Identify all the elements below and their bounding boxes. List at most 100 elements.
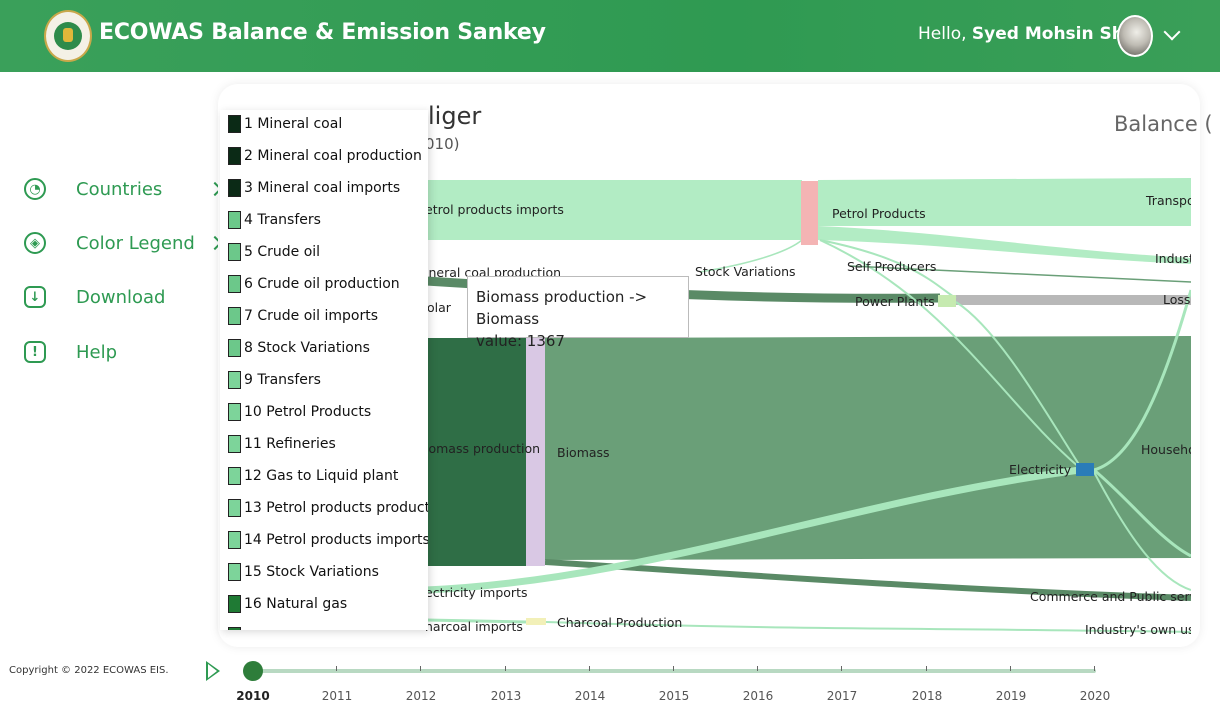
sidebar-item-label: Download — [76, 287, 166, 308]
slider-tick — [841, 666, 842, 671]
greeting-prefix: Hello, — [918, 24, 972, 44]
year-label-2019[interactable]: 2019 — [995, 689, 1027, 703]
slider-tick — [1010, 666, 1011, 671]
legend-swatch — [228, 627, 241, 630]
year-slider-track[interactable] — [250, 669, 1096, 673]
sankey-tooltip: Biomass production -> Biomass value: 136… — [467, 276, 689, 350]
year-label-2016[interactable]: 2016 — [742, 689, 774, 703]
sankey-label: Biomass — [557, 445, 610, 460]
legend-swatch — [228, 339, 241, 357]
flow-petrol-industry[interactable] — [818, 226, 1191, 264]
legend-item[interactable]: 11 Refineries — [228, 434, 336, 454]
legend-label: 13 Petrol products production — [244, 500, 428, 516]
sidebar-item-label: Help — [76, 342, 118, 363]
year-label-2018[interactable]: 2018 — [911, 689, 943, 703]
sidebar-item-download[interactable]: ↓ Download — [24, 282, 165, 312]
year-label-2020[interactable]: 2020 — [1079, 689, 1111, 703]
flow-electricity-household[interactable] — [1093, 468, 1191, 558]
legend-item[interactable]: 6 Crude oil production — [228, 274, 400, 294]
flow-electricity-industry[interactable] — [1093, 289, 1191, 472]
year-subtitle: 010) — [425, 135, 460, 153]
legend-swatch — [228, 371, 241, 389]
user-greeting: Hello, Syed Mohsin Shah — [918, 24, 1147, 44]
year-label-2017[interactable]: 2017 — [826, 689, 858, 703]
sankey-label: Transpo — [1145, 193, 1195, 208]
node-power-plants[interactable] — [938, 295, 956, 307]
sankey-label: Househol — [1141, 442, 1199, 457]
legend-item[interactable]: 8 Stock Variations — [228, 338, 370, 358]
sankey-label: Self Producers — [847, 259, 936, 274]
legend-label: 9 Transfers — [244, 372, 321, 388]
flow-petrol-imports[interactable] — [420, 180, 802, 240]
flow-stockvar[interactable] — [699, 239, 803, 273]
flow-biomass-production[interactable] — [420, 338, 526, 566]
legend-swatch — [228, 211, 241, 229]
legend-swatch — [228, 275, 241, 293]
sidebar-item-countries[interactable]: ◔ Countries — [24, 174, 223, 204]
legend-item[interactable]: 16 Natural gas — [228, 594, 347, 614]
sankey-label: ectricity imports — [425, 585, 527, 600]
flow-charcoal-imports[interactable] — [425, 618, 527, 624]
year-label-2012[interactable]: 2012 — [405, 689, 437, 703]
legend-label: 7 Crude oil imports — [244, 308, 379, 324]
slider-tick — [336, 666, 337, 671]
color-legend-dropdown[interactable]: 1 Mineral coal 2 Mineral coal production… — [220, 110, 428, 630]
legend-item[interactable]: 13 Petrol products production — [228, 498, 428, 518]
legend-item[interactable]: 7 Crude oil imports — [228, 306, 378, 326]
slider-tick — [420, 666, 421, 671]
node-petrol-products[interactable] — [801, 181, 818, 245]
slider-tick — [505, 666, 506, 671]
legend-item[interactable]: 5 Crude oil — [228, 242, 320, 262]
flow-biomass-commerce[interactable] — [544, 559, 1191, 601]
flow-petrol-electricity[interactable] — [819, 239, 1081, 469]
flow-petrol-transport[interactable] — [818, 178, 1191, 226]
legend-item[interactable]: 10 Petrol Products — [228, 402, 371, 422]
sankey-label: Electricity — [1009, 462, 1072, 477]
flow-electricity-imports[interactable] — [425, 466, 1081, 594]
legend-item[interactable]: 1 Mineral coal — [228, 114, 342, 134]
year-label-2014[interactable]: 2014 — [574, 689, 606, 703]
sidebar-item-help[interactable]: ! Help — [24, 337, 117, 367]
sidebar-item-label: Color Legend — [76, 233, 195, 254]
legend-item[interactable]: 14 Petrol products imports — [228, 530, 428, 550]
flow-biomass-household[interactable] — [545, 336, 1191, 560]
legend-label: 5 Crude oil — [244, 244, 321, 260]
node-electricity[interactable] — [1076, 463, 1094, 476]
legend-item[interactable]: 15 Stock Variations — [228, 562, 379, 582]
legend-item[interactable]: 2 Mineral coal production — [228, 146, 422, 166]
year-label-2011[interactable]: 2011 — [321, 689, 353, 703]
node-charcoal[interactable] — [526, 618, 546, 625]
legend-swatch — [228, 243, 241, 261]
legend-item[interactable]: 9 Transfers — [228, 370, 321, 390]
legend-item[interactable]: 4 Transfers — [228, 210, 321, 230]
legend-swatch — [228, 307, 241, 325]
app-header: ECOWAS Balance & Emission Sankey Hello, … — [0, 0, 1220, 72]
legend-swatch — [228, 595, 241, 613]
year-slider-thumb[interactable] — [243, 661, 263, 681]
year-label-2013[interactable]: 2013 — [490, 689, 522, 703]
flow-selfproducers[interactable] — [849, 265, 1191, 283]
legend-swatch — [228, 403, 241, 421]
flow-petrol-powerplants[interactable] — [819, 239, 957, 299]
legend-label: 3 Mineral coal imports — [244, 180, 401, 196]
slider-tick — [926, 666, 927, 671]
sidebar-item-color-legend[interactable]: ◈ Color Legend — [24, 228, 223, 258]
download-icon: ↓ — [24, 286, 46, 308]
flow-charcoal[interactable] — [545, 621, 1191, 633]
year-label-2015[interactable]: 2015 — [658, 689, 690, 703]
legend-swatch — [228, 563, 241, 581]
node-biomass[interactable] — [526, 338, 545, 566]
slider-tick — [757, 666, 758, 671]
legend-item[interactable]: 12 Gas to Liquid plant — [228, 466, 398, 486]
avatar[interactable] — [1117, 15, 1153, 57]
flow-electricity-commerce[interactable] — [1093, 471, 1191, 591]
flow-powerplants-electricity[interactable] — [955, 301, 1081, 467]
play-icon[interactable] — [206, 661, 220, 681]
sankey-label: Losse — [1163, 292, 1198, 307]
legend-label: 15 Stock Variations — [244, 564, 379, 580]
year-label-2010[interactable]: 2010 — [236, 689, 270, 703]
ecowas-logo — [44, 10, 92, 62]
legend-label: 16 Natural gas — [244, 596, 348, 612]
legend-item[interactable]: 3 Mineral coal imports — [228, 178, 400, 198]
